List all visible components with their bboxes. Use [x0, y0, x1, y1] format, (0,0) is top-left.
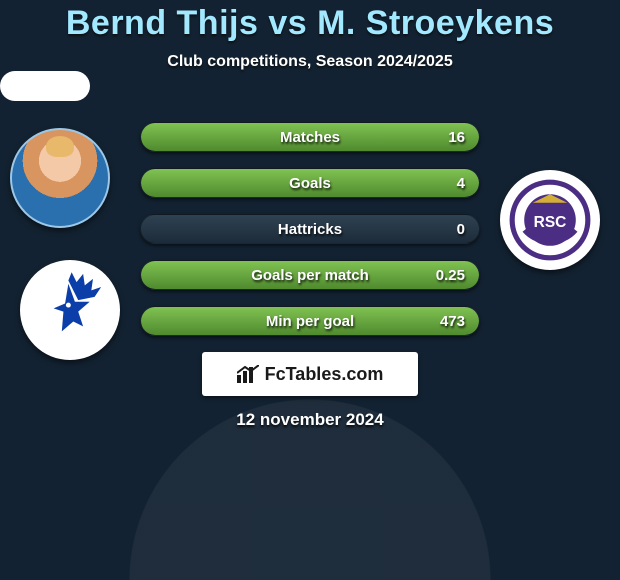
club-left-logo	[20, 260, 120, 360]
stat-row-min-per-goal: Min per goal 473	[140, 306, 480, 336]
stat-label: Hattricks	[141, 215, 479, 244]
stat-value-right: 0.25	[436, 261, 465, 290]
stat-value-right: 473	[440, 307, 465, 336]
player-right-avatar	[0, 71, 90, 101]
native-head-icon	[29, 269, 111, 351]
snapshot-date: 12 november 2024	[0, 410, 620, 430]
stat-row-matches: Matches 16	[140, 122, 480, 152]
stat-label: Goals	[141, 169, 479, 198]
stat-row-hattricks: Hattricks 0	[140, 214, 480, 244]
svg-text:RSC: RSC	[534, 214, 567, 231]
page-subtitle: Club competitions, Season 2024/2025	[0, 53, 620, 71]
stat-value-right: 0	[457, 215, 465, 244]
player-left-avatar	[10, 128, 110, 228]
stat-value-right: 4	[457, 169, 465, 198]
stat-label: Matches	[141, 123, 479, 152]
page-title: Bernd Thijs vs M. Stroeykens	[0, 0, 620, 43]
crest-icon: RSC	[507, 177, 593, 263]
stat-label: Min per goal	[141, 307, 479, 336]
club-right-logo: RSC	[500, 170, 600, 270]
branding-text: FcTables.com	[265, 364, 384, 385]
stat-value-right: 16	[448, 123, 465, 152]
bar-chart-icon	[237, 365, 259, 383]
stat-row-goals: Goals 4	[140, 168, 480, 198]
stat-label: Goals per match	[141, 261, 479, 290]
branding-link[interactable]: FcTables.com	[202, 352, 418, 396]
stat-row-goals-per-match: Goals per match 0.25	[140, 260, 480, 290]
stats-area: Matches 16 Goals 4 Hattricks 0 Goals per…	[140, 122, 480, 352]
